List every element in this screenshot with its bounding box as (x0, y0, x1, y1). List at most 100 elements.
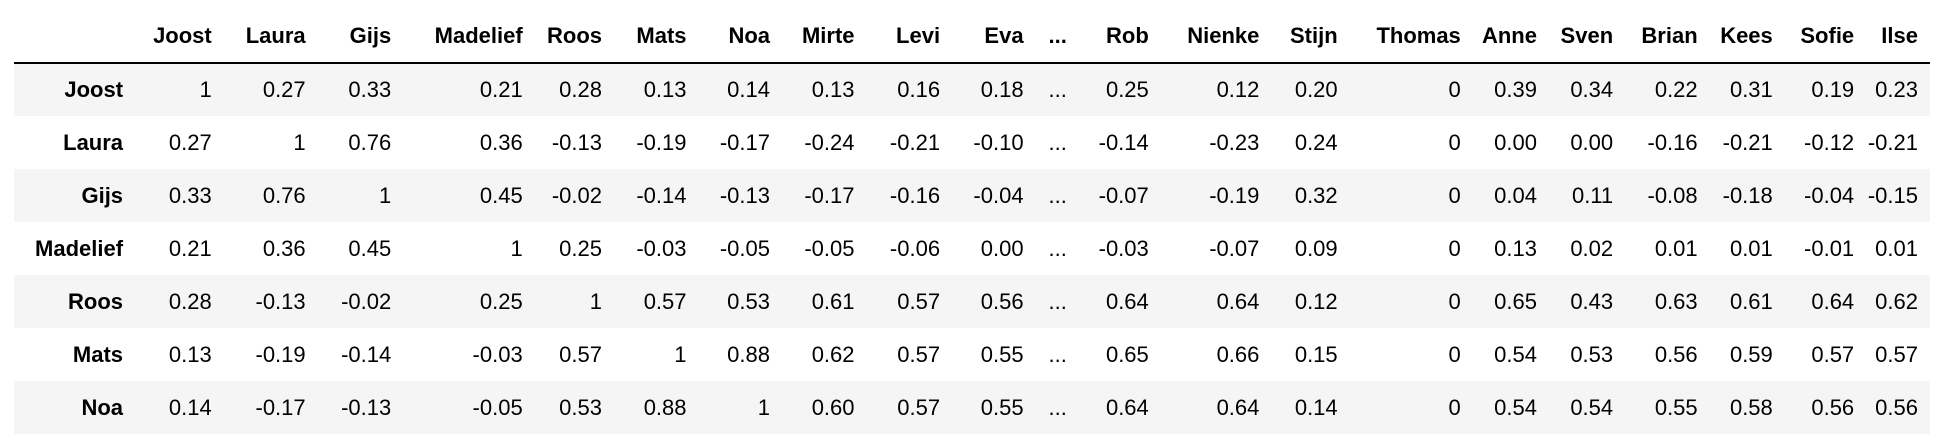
table-cell: -0.02 (341, 288, 392, 314)
table-cell: 0.00 (1494, 129, 1537, 155)
table-cell: -0.12 (1804, 129, 1855, 155)
table-cell: 0.59 (1729, 341, 1773, 367)
table-cell: -0.21 (1722, 129, 1773, 155)
table-row: Mats 0.13 -0.19 -0.14 -0.03 0.57 1 0.88 0.62 0.57… (14, 328, 1930, 381)
table-cell: 0.55 (980, 394, 1024, 420)
column-header: Rob (1087, 10, 1161, 64)
table-cell: 1 (378, 182, 392, 208)
table-cell: 0.53 (727, 288, 770, 314)
table-cell: 0.00 (1570, 129, 1614, 155)
table-cell: 0.24 (1294, 129, 1338, 155)
table-cell: 0.64 (1811, 288, 1855, 314)
table-cell: 0.13 (811, 77, 855, 102)
table-cell: 0.13 (1494, 235, 1537, 261)
ellipsis-cell: ... (1048, 129, 1067, 155)
table-header: Joost Laura Gijs Madelief Roos Mats Noa Mirte Le… (14, 10, 1930, 64)
table-cell: 0.09 (1294, 235, 1338, 261)
ellipsis-cell: ... (1048, 288, 1067, 314)
table-cell: 0.20 (1294, 77, 1338, 102)
table-cell: 0.57 (897, 394, 941, 420)
table-cell: 0.34 (1570, 77, 1614, 102)
table-cell: 0.36 (262, 235, 306, 261)
table-cell: 0.13 (168, 341, 212, 367)
table-cell: -0.19 (1209, 182, 1260, 208)
table-cell: 0.56 (1811, 394, 1855, 420)
ellipsis-cell: ... (1048, 77, 1067, 102)
column-header: Roos (534, 10, 614, 64)
table-cell: 0.01 (1729, 235, 1773, 261)
correlation-table: Joost Laura Gijs Madelief Roos Mats Noa Mirte Le… (14, 10, 1930, 434)
table-cell: 1 (674, 341, 687, 367)
table-cell: 1 (293, 129, 306, 155)
table-cell: 0.57 (643, 288, 687, 314)
table-cell: 0.88 (643, 394, 687, 420)
table-cell: -0.13 (341, 394, 392, 420)
table-cell: 0.55 (980, 341, 1024, 367)
column-header: Eva (952, 10, 1036, 64)
table-cell: 0.39 (1494, 77, 1537, 102)
table-cell: 0.02 (1570, 235, 1614, 261)
table-cell: 0.19 (1811, 77, 1855, 102)
table-cell: 0.64 (1216, 288, 1260, 314)
table-cell: 0.16 (897, 77, 941, 102)
column-header: Laura (223, 10, 318, 64)
table-cell: -0.17 (804, 182, 855, 208)
table-cell: 0.65 (1105, 341, 1149, 367)
table-cell: 0.57 (897, 288, 941, 314)
column-header: Nienke (1160, 10, 1272, 64)
table-cell: -0.06 (889, 235, 941, 261)
table-cell: 0.64 (1105, 394, 1149, 420)
table-cell: 0.58 (1729, 394, 1773, 420)
table-cell: 0.57 (1875, 341, 1918, 367)
table-cell: 0.14 (1294, 394, 1338, 420)
table-cell: -0.05 (804, 235, 855, 261)
table-cell: 0.28 (559, 77, 602, 102)
table-cell: 0.33 (168, 182, 212, 208)
table-cell: 0.76 (348, 129, 392, 155)
table-cell: 0.27 (262, 77, 306, 102)
table-cell: 0.01 (1875, 235, 1918, 261)
table-cell: 0.04 (1494, 182, 1537, 208)
table-cell: 0.15 (1294, 341, 1338, 367)
table-cell: 0 (1448, 129, 1461, 155)
table-cell: 0.66 (1216, 341, 1260, 367)
table-cell: 0.60 (811, 394, 855, 420)
table-cell: 0.25 (1105, 77, 1149, 102)
table-cell: -0.10 (973, 129, 1024, 155)
table-cell: -0.07 (1098, 182, 1149, 208)
table-cell: 0.55 (1654, 394, 1698, 420)
table-cell: -0.21 (1867, 129, 1918, 155)
table-cell: 0.22 (1654, 77, 1698, 102)
table-cell: 0.11 (1571, 182, 1614, 208)
index-corner (14, 10, 136, 64)
row-label: Laura (63, 129, 124, 155)
table-cell: 0.88 (727, 341, 770, 367)
table-cell: 1 (757, 394, 770, 420)
table-cell: 1 (199, 77, 212, 102)
table-cell: -0.13 (255, 288, 306, 314)
row-label: Gijs (81, 182, 124, 208)
column-header: Mats (614, 10, 699, 64)
table-row: Noa 0.14 -0.17 -0.13 -0.05 0.53 0.88 1 0.60 0.57 0… (14, 381, 1930, 434)
table-cell: 0.62 (811, 341, 855, 367)
table-cell: -0.08 (1647, 182, 1698, 208)
table-cell: 0 (1448, 341, 1461, 367)
table-cell: 0.63 (1654, 288, 1698, 314)
row-label: Madelief (35, 235, 124, 261)
table-cell: 0.53 (1570, 341, 1614, 367)
table-cell: 0 (1448, 182, 1461, 208)
column-header: Stijn (1271, 10, 1350, 64)
table-cell: 0.13 (643, 77, 687, 102)
table-cell: 0.64 (1105, 288, 1149, 314)
column-header: Thomas (1349, 10, 1473, 64)
table-cell: -0.23 (1209, 129, 1260, 155)
table-cell: 1 (510, 235, 523, 261)
table-cell: -0.14 (636, 182, 687, 208)
column-header: Mirte (782, 10, 867, 64)
table-cell: 0.57 (897, 341, 941, 367)
table-cell: -0.13 (719, 182, 770, 208)
table-cell: 0.21 (479, 77, 523, 102)
column-header: Sven (1548, 10, 1626, 64)
table-row: Madelief 0.21 0.36 0.45 1 0.25 -0.03 -0.05 -0.05… (14, 222, 1930, 275)
table-cell: 0.25 (559, 235, 602, 261)
